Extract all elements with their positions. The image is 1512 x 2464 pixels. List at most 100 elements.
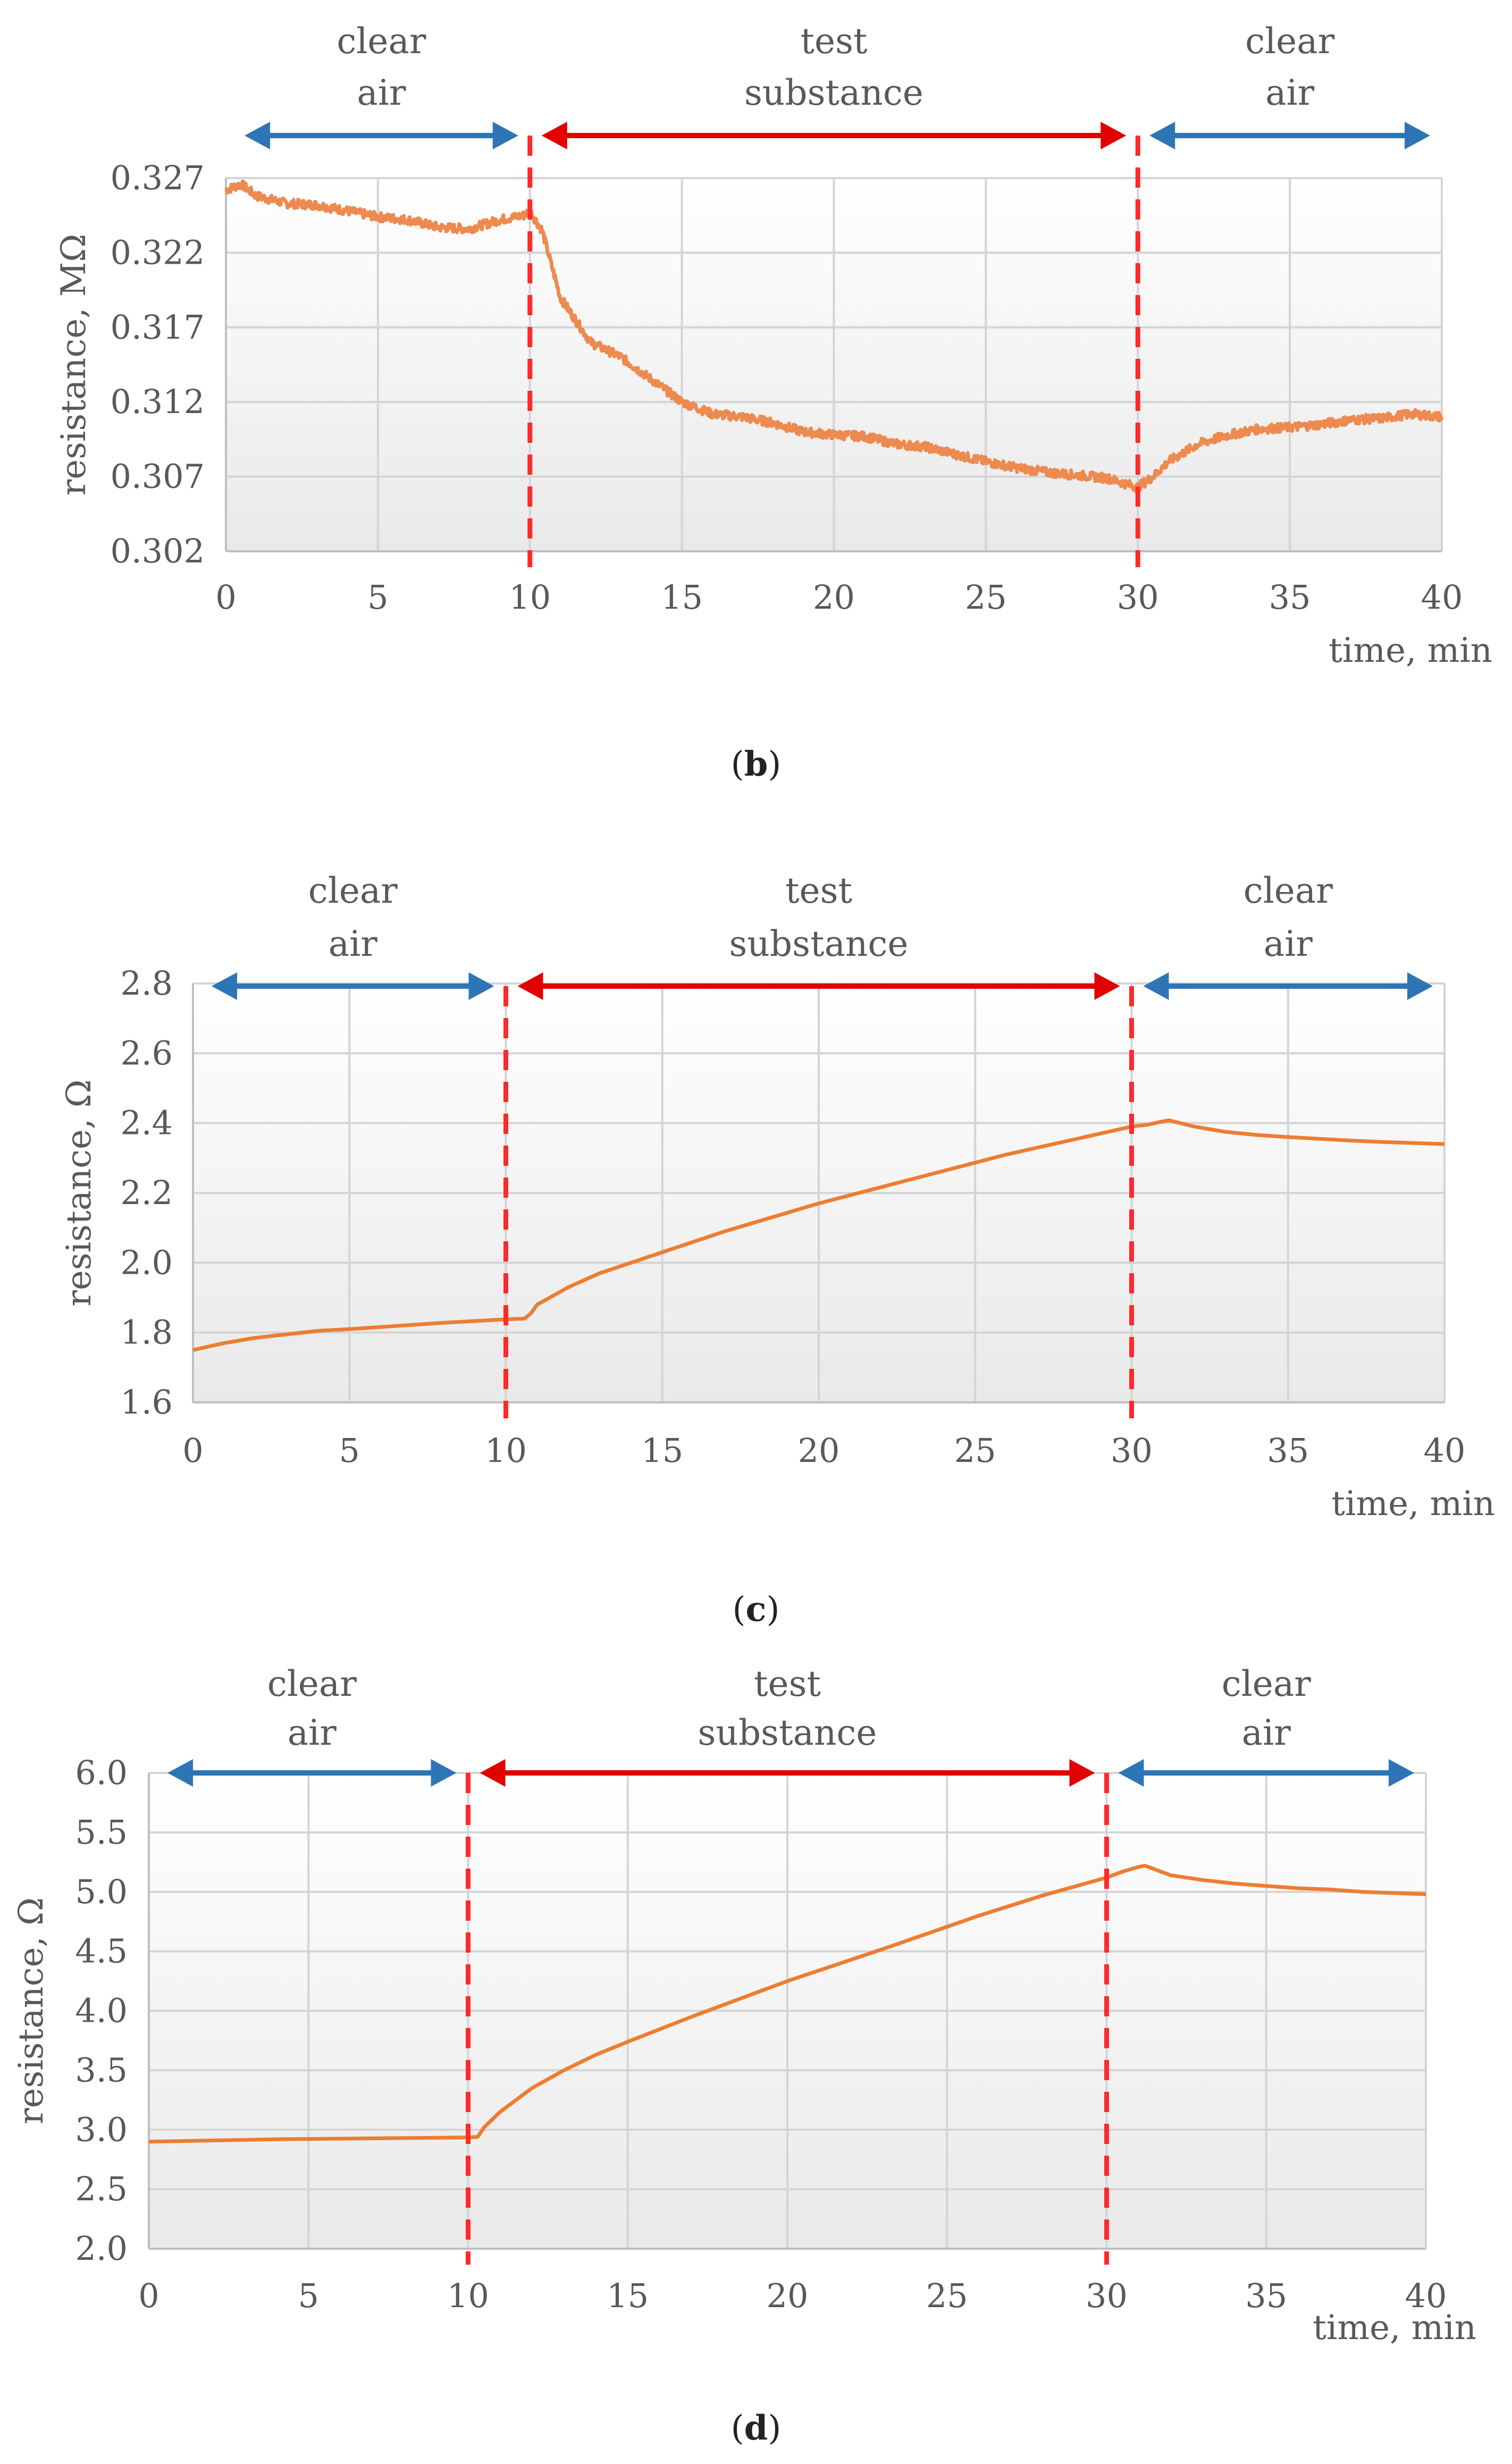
phase-label-line1: clear (1244, 870, 1333, 911)
x-tick-label: 5 (298, 2276, 319, 2315)
y-axis-label: resistance, Ω (12, 1897, 51, 2124)
chart-d: 0 5 10 15 20 25 30 35 40 2.0 2.5 3.0 3.5 4.0 4.5 5.0 5.5… (12, 1663, 1476, 2348)
phase-arrow-head-left (245, 122, 270, 149)
x-tick-label: 15 (641, 1431, 683, 1470)
phase-label-line2: substance (729, 923, 909, 964)
phase-label-line2: air (357, 72, 406, 113)
caption-d-letter: d (744, 2408, 768, 2448)
y-tick-label: 0.322 (111, 233, 205, 272)
x-tick-label: 25 (954, 1431, 996, 1470)
phase-label-line1: test (754, 1663, 821, 1704)
y-tick-label: 2.5 (75, 2169, 128, 2208)
phase-arrow-head-right (1389, 1759, 1414, 1787)
phase-arrow-head-left (480, 1759, 506, 1787)
phase-arrow-head-right (1101, 122, 1127, 149)
y-tick-label: 2.4 (120, 1104, 173, 1142)
phase-arrow-head-right (1094, 972, 1120, 1000)
figure-d: 0 5 10 15 20 25 30 35 40 2.0 2.5 3.0 3.5 4.0 4.5 5.0 5.5… (0, 1637, 1512, 2464)
y-tick-label: 2.2 (120, 1173, 173, 1212)
y-tick-label: 0.307 (111, 457, 205, 496)
phase-label-line2: substance (698, 1712, 877, 1753)
phase-arrow-head-left (1118, 1759, 1144, 1787)
chart-b: 0 5 10 15 20 25 30 35 40 0.302 0.307 0.312 0.317 0.32… (54, 21, 1492, 670)
x-tick-label: 20 (798, 1431, 840, 1470)
x-tick-label: 20 (813, 578, 855, 617)
x-tick-label: 35 (1269, 578, 1311, 617)
y-tick-label: 1.6 (120, 1383, 173, 1422)
phase-label-line2: substance (744, 72, 923, 113)
y-tick-label: 3.5 (75, 2050, 128, 2089)
phase-label-line1: test (801, 21, 868, 62)
phase-label-line1: clear (308, 870, 398, 911)
phase-label-line2: air (1265, 72, 1314, 113)
phase-label-line1: test (785, 870, 852, 911)
figure-b: 0 5 10 15 20 25 30 35 40 0.302 0.307 0.312 0.317 0.32… (0, 0, 1512, 797)
x-tick-label: 35 (1245, 2276, 1287, 2315)
y-tick-label: 3.0 (75, 2110, 128, 2149)
caption-b-letter: b (744, 744, 768, 784)
x-tick-label: 30 (1086, 2276, 1128, 2315)
data-line (192, 1118, 1445, 1352)
phase-label-line1: clear (337, 21, 426, 62)
caption-c: (c) (732, 1590, 780, 1629)
x-axis-label: time, min (1331, 1484, 1495, 1524)
y-tick-label: 6.0 (75, 1753, 128, 1792)
phase-label-line2: air (329, 923, 377, 964)
caption-d: (d) (730, 2408, 782, 2448)
x-tick-label: 25 (926, 2276, 968, 2315)
phase-arrow-head-left (1143, 972, 1169, 1000)
x-tick-label: 25 (965, 578, 1007, 617)
x-tick-label: 0 (138, 2276, 159, 2315)
y-tick-label: 1.8 (120, 1313, 173, 1352)
phase-arrow-head-right (431, 1759, 457, 1787)
x-tick-label: 0 (215, 578, 236, 617)
figure-c: 0 5 10 15 20 25 30 35 40 1.6 1.8 2.0 2.2 2.4 2.6 2.8 tim… (0, 840, 1512, 1637)
y-tick-label: 0.302 (111, 532, 205, 570)
phase-arrow-head-right (492, 122, 518, 149)
caption-b: (b) (730, 744, 782, 784)
data-line (224, 179, 1444, 493)
x-tick-label: 5 (367, 578, 388, 617)
y-tick-label: 5.5 (75, 1813, 128, 1852)
phase-label-line2: air (1264, 923, 1313, 964)
phase-label-line2: air (288, 1712, 337, 1753)
phase-label-line1: clear (1222, 1663, 1311, 1704)
phase-arrow-head-left (1149, 122, 1175, 149)
x-tick-label: 40 (1421, 578, 1463, 617)
x-tick-label: 35 (1267, 1431, 1309, 1470)
y-tick-label: 4.5 (75, 1932, 128, 1971)
y-tick-label: 0.317 (111, 308, 205, 347)
phase-arrow-head-left (541, 122, 567, 149)
phase-arrow-head-left (517, 972, 543, 1000)
x-tick-label: 40 (1405, 2276, 1447, 2315)
y-tick-label: 2.8 (120, 964, 173, 1003)
y-tick-label: 2.0 (120, 1243, 173, 1282)
phase-arrow-head-right (1407, 972, 1433, 1000)
y-tick-label: 0.312 (111, 382, 205, 421)
y-tick-label: 5.0 (75, 1872, 128, 1911)
y-tick-label: 2.0 (75, 2229, 128, 2268)
x-tick-label: 20 (767, 2276, 809, 2315)
x-tick-label: 30 (1117, 578, 1159, 617)
phase-arrow-head-right (468, 972, 494, 1000)
x-tick-label: 10 (509, 578, 551, 617)
x-tick-label: 10 (485, 1431, 527, 1470)
x-axis-label: time, min (1329, 631, 1492, 670)
chart-c: 0 5 10 15 20 25 30 35 40 1.6 1.8 2.0 2.2 2.4 2.6 2.8 tim… (60, 870, 1495, 1524)
caption-c-letter: c (745, 1590, 767, 1629)
phase-arrow-head-left (212, 972, 237, 1000)
x-tick-label: 10 (447, 2276, 489, 2315)
x-tick-label: 40 (1424, 1431, 1466, 1470)
y-tick-label: 0.327 (111, 158, 205, 197)
x-tick-label: 5 (339, 1431, 360, 1470)
x-axis-label: time, min (1313, 2308, 1476, 2348)
x-tick-label: 15 (661, 578, 703, 617)
y-tick-label: 2.6 (120, 1033, 173, 1072)
phase-label-line1: clear (267, 1663, 357, 1704)
phase-arrow-head-right (1069, 1759, 1095, 1787)
y-axis-label: resistance, Ω (60, 1079, 99, 1306)
x-tick-label: 15 (607, 2276, 649, 2315)
y-tick-label: 4.0 (75, 1991, 128, 2030)
x-tick-label: 0 (182, 1431, 203, 1470)
phase-arrow-head-left (167, 1759, 193, 1787)
